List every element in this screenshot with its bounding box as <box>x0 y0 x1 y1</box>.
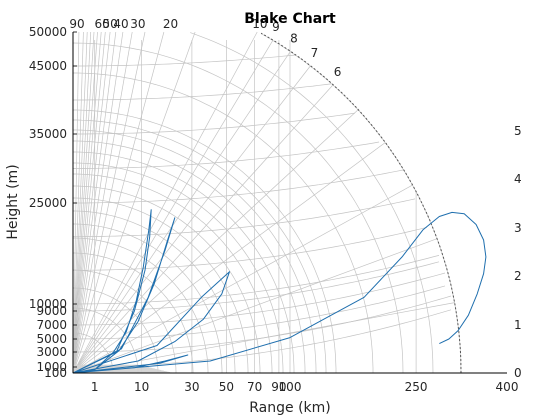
elevation-label: 5 <box>514 124 522 138</box>
elevation-ray <box>72 51 291 374</box>
grid-lines <box>72 31 462 374</box>
chart-title: Blake Chart <box>244 11 336 27</box>
x-tick-label: 1 <box>91 380 99 394</box>
y-tick-label: 100 <box>44 366 67 380</box>
elevation-ray <box>72 31 88 374</box>
x-tick-label: 70 <box>247 380 262 394</box>
y-axis-label: Height (m) <box>5 164 21 239</box>
range-arc <box>73 162 284 373</box>
y-tick-label: 25000 <box>29 196 67 210</box>
range-arc <box>73 151 295 373</box>
range-arc <box>73 109 337 373</box>
elevation-ray <box>72 31 102 374</box>
elevation-label: 1 <box>514 318 522 332</box>
elevation-ray <box>72 31 84 374</box>
height-curve <box>73 54 296 67</box>
range-arc <box>72 42 404 374</box>
elevation-label: 2 <box>514 269 522 283</box>
x-tick-label: 10 <box>134 380 149 394</box>
elevation-label: 6 <box>334 65 342 79</box>
coverage-curve <box>72 209 487 374</box>
y-tick-label: 3000 <box>36 345 67 359</box>
height-curve <box>73 295 452 353</box>
y-tick-label: 35000 <box>29 127 67 141</box>
y-tick-label: 7000 <box>36 318 67 332</box>
x-tick-label: 400 <box>496 380 519 394</box>
data-curve-group <box>72 209 487 374</box>
elevation-ray <box>72 31 95 374</box>
range-arc <box>73 119 327 373</box>
elevation-ray <box>72 184 413 374</box>
elevation-ray <box>72 40 274 374</box>
range-arc <box>73 210 236 373</box>
elevation-label: 3 <box>514 221 522 235</box>
height-curve <box>73 83 332 101</box>
elevation-label: 30 <box>130 17 145 31</box>
y-tick-label: 1000 <box>36 360 67 374</box>
x-tick-label: 250 <box>405 380 428 394</box>
y-tick-label: 9000 <box>36 304 67 318</box>
elevation-ray <box>72 31 106 374</box>
elevation-label: 40 <box>113 17 128 31</box>
elevation-label: 20 <box>163 17 178 31</box>
range-arc <box>73 185 261 373</box>
axes-group <box>72 32 507 374</box>
elevation-label: 10 <box>252 17 267 31</box>
range-arc <box>73 72 374 373</box>
height-curve <box>73 226 428 271</box>
range-arc <box>190 32 434 374</box>
elevation-label: 90 <box>69 17 84 31</box>
elevation-label: 0 <box>514 366 522 380</box>
y-tick-label: 50000 <box>29 25 67 39</box>
height-curve <box>73 169 404 204</box>
y-tick-label: 45000 <box>29 59 67 73</box>
height-curve <box>73 198 416 238</box>
elevation-label: 7 <box>311 46 319 60</box>
elevation-ray <box>72 84 334 374</box>
elevation-label: 8 <box>290 31 298 45</box>
height-curve <box>73 272 446 326</box>
x-axis-label: Range (km) <box>249 400 331 416</box>
y-tick-label: 10000 <box>29 297 67 311</box>
height-curve <box>73 261 440 312</box>
elevation-label: 50 <box>103 17 118 31</box>
outer-rim-arc <box>260 33 462 374</box>
elevation-label: 60 <box>95 17 110 31</box>
x-tick-label: 50 <box>219 380 234 394</box>
x-tick-label: 30 <box>184 380 199 394</box>
height-curve <box>73 141 380 169</box>
elevation-label: 4 <box>514 172 522 186</box>
x-tick-label: 100 <box>279 380 302 394</box>
height-curve <box>73 112 356 135</box>
height-curve <box>73 285 446 340</box>
x-tick-label: 90 <box>271 380 286 394</box>
y-tick-label: 5000 <box>36 332 67 346</box>
elevation-ray <box>72 109 359 374</box>
elevation-ray <box>72 31 98 374</box>
height-curve <box>73 255 440 305</box>
elevation-ray <box>72 31 196 374</box>
elevation-ray <box>72 31 111 374</box>
elevation-ray <box>72 31 92 374</box>
elevation-ray <box>72 31 80 374</box>
outer-rim-dashed <box>260 32 462 374</box>
elevation-label: 9 <box>272 20 280 34</box>
range-arc <box>73 197 249 373</box>
